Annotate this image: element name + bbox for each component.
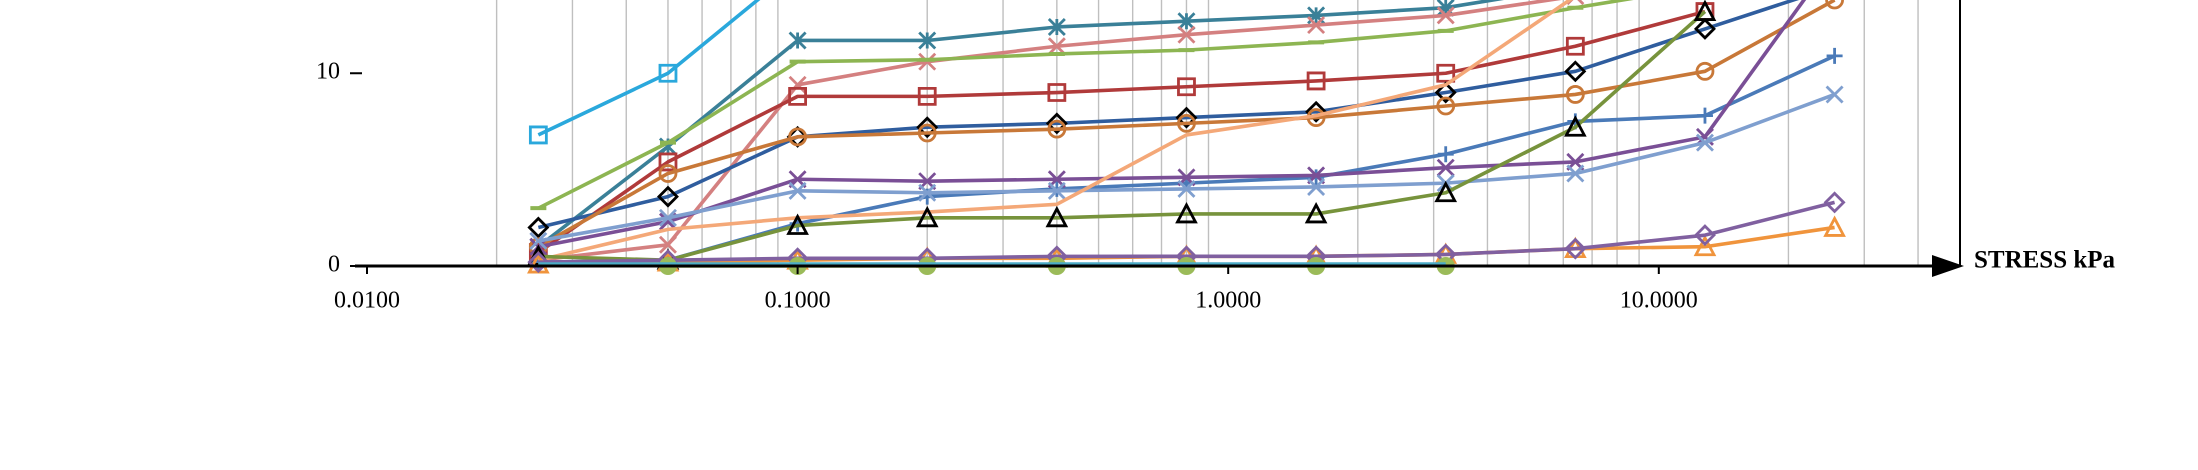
marker (1045, 205, 1069, 228)
marker (1436, 158, 1455, 177)
marker (658, 235, 677, 254)
marker (916, 116, 939, 139)
marker (1304, 201, 1328, 224)
marker (658, 208, 677, 227)
marker (1305, 100, 1328, 123)
marker (788, 31, 807, 50)
marker (788, 75, 807, 94)
marker (918, 183, 937, 202)
marker (1823, 191, 1846, 214)
marker (1564, 60, 1587, 83)
x-tick-label: 10.0000 (1620, 288, 1698, 314)
x-axis-arrow (1932, 255, 1964, 277)
marker (915, 205, 939, 228)
marker (1825, 0, 1844, 10)
marker (917, 123, 937, 143)
marker (1047, 181, 1066, 200)
marker (1825, 85, 1844, 104)
marker (1307, 177, 1326, 196)
marker (658, 164, 678, 183)
marker (788, 86, 807, 106)
marker (1177, 12, 1196, 31)
marker (1693, 17, 1716, 40)
marker (1434, 180, 1458, 203)
marker (1565, 36, 1585, 56)
series (530, 0, 1634, 211)
x-axis-title: STRESS kPa (1974, 247, 2116, 274)
marker (1177, 113, 1196, 133)
marker (1826, 47, 1843, 64)
x-tick-label: 0.1000 (765, 288, 831, 314)
marker (1306, 71, 1326, 91)
marker (1177, 179, 1196, 198)
marker (1564, 115, 1587, 137)
marker (1047, 119, 1067, 139)
marker (1695, 61, 1715, 81)
marker (1177, 77, 1196, 97)
marker (1177, 25, 1196, 44)
marker (1693, 224, 1716, 247)
series (528, 0, 761, 145)
marker (656, 185, 679, 208)
series (529, 0, 1505, 256)
series-line (537, 9, 1706, 254)
marker (529, 231, 548, 250)
series-line (538, 10, 1707, 263)
marker (1693, 0, 1717, 21)
marker (1175, 106, 1198, 129)
series-line (538, 200, 1836, 264)
marker (1047, 17, 1066, 36)
marker (1437, 146, 1454, 163)
marker (1436, 6, 1455, 25)
marker (527, 216, 550, 239)
x-tick-label: 0.0100 (334, 288, 400, 314)
series-line (537, 0, 1573, 262)
marker (788, 181, 807, 200)
series (537, 0, 1573, 262)
marker (528, 125, 548, 145)
marker (1566, 164, 1585, 183)
marker (1693, 234, 1717, 257)
marker (786, 213, 809, 235)
marker (1045, 112, 1068, 135)
marker (1564, 237, 1587, 260)
marker (1047, 83, 1067, 102)
marker (1307, 16, 1326, 35)
y-tick-label: 10 (316, 59, 340, 85)
series-line (537, 0, 1634, 210)
y-tick-label: 0 (328, 252, 340, 278)
series-layer (527, 0, 1846, 275)
marker (1434, 81, 1457, 104)
marker (1695, 133, 1714, 152)
marker (917, 86, 937, 106)
marker (1823, 215, 1846, 237)
marker (918, 31, 937, 50)
marker (1436, 96, 1456, 116)
marker (658, 63, 678, 83)
x-tick-label: 1.0000 (1195, 288, 1261, 314)
marker (527, 251, 550, 274)
marker (1175, 201, 1198, 224)
series-line (537, 0, 761, 137)
marker (1047, 37, 1066, 56)
series (529, 85, 1844, 250)
marker (788, 127, 808, 147)
marker (1696, 107, 1713, 124)
axes: 0.0100 0.1000 1.0000 10.0000 0 10 (316, 0, 1964, 314)
series (527, 0, 1800, 239)
marker (1565, 85, 1585, 104)
series-line (537, 0, 1800, 230)
